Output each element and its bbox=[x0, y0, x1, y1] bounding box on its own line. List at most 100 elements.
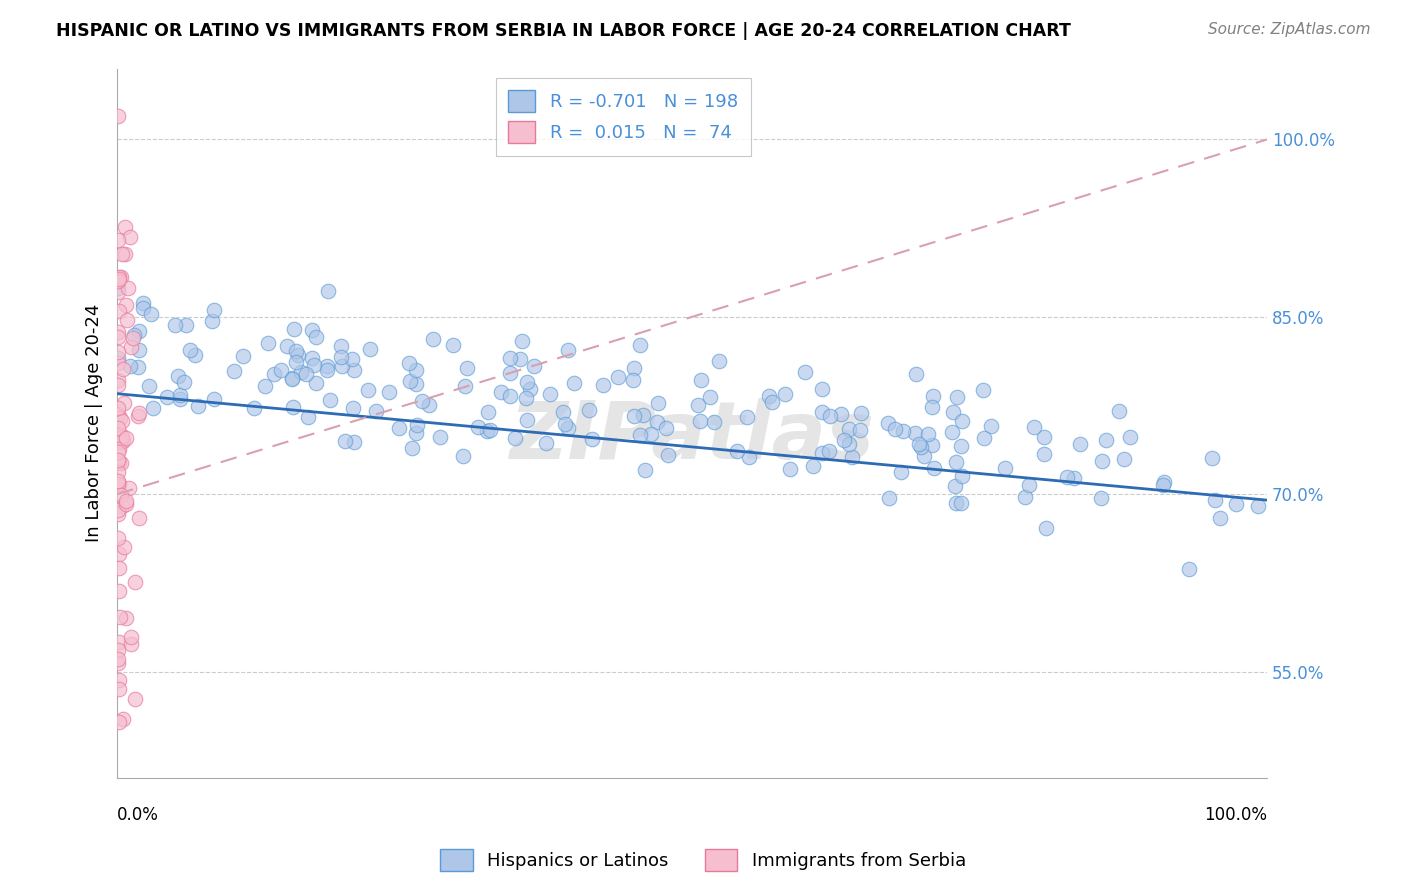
Point bbox=[516, 413, 538, 427]
Point bbox=[128, 324, 150, 338]
Point bbox=[628, 427, 651, 442]
Point bbox=[169, 388, 191, 402]
Point bbox=[283, 322, 305, 336]
Point bbox=[429, 430, 451, 444]
Point bbox=[329, 351, 352, 365]
Point bbox=[422, 332, 444, 346]
Point bbox=[107, 281, 129, 295]
Point bbox=[118, 481, 141, 495]
Point bbox=[305, 330, 328, 344]
Point bbox=[811, 405, 834, 419]
Point bbox=[330, 359, 353, 374]
Point bbox=[281, 400, 304, 414]
Point bbox=[294, 368, 316, 382]
Point bbox=[456, 361, 478, 376]
Point bbox=[115, 313, 138, 327]
Point bbox=[838, 422, 860, 436]
Point bbox=[1225, 497, 1247, 511]
Point bbox=[281, 371, 304, 385]
Point bbox=[108, 271, 131, 285]
Point bbox=[647, 395, 669, 409]
Point bbox=[980, 418, 1002, 433]
Point bbox=[114, 431, 136, 445]
Point bbox=[1108, 404, 1130, 418]
Point bbox=[270, 363, 292, 377]
Point bbox=[319, 393, 342, 408]
Point bbox=[107, 643, 129, 657]
Point bbox=[877, 491, 900, 505]
Point bbox=[315, 363, 337, 377]
Point bbox=[1204, 493, 1226, 508]
Point bbox=[949, 496, 972, 510]
Point bbox=[127, 409, 149, 424]
Point bbox=[699, 390, 721, 404]
Point bbox=[592, 377, 614, 392]
Point bbox=[107, 507, 129, 521]
Point bbox=[946, 390, 969, 404]
Point bbox=[290, 366, 312, 380]
Point bbox=[1032, 430, 1054, 444]
Point bbox=[830, 407, 852, 421]
Point bbox=[107, 285, 129, 299]
Point bbox=[623, 409, 645, 424]
Point bbox=[107, 465, 129, 479]
Legend: Hispanics or Latinos, Immigrants from Serbia: Hispanics or Latinos, Immigrants from Se… bbox=[433, 842, 973, 879]
Point bbox=[318, 285, 340, 299]
Point bbox=[578, 403, 600, 417]
Point bbox=[399, 374, 422, 388]
Point bbox=[120, 339, 142, 353]
Point bbox=[107, 109, 129, 123]
Point bbox=[1091, 454, 1114, 468]
Point bbox=[1112, 451, 1135, 466]
Point bbox=[411, 394, 433, 409]
Point bbox=[114, 611, 136, 625]
Text: HISPANIC OR LATINO VS IMMIGRANTS FROM SERBIA IN LABOR FORCE | AGE 20-24 CORRELAT: HISPANIC OR LATINO VS IMMIGRANTS FROM SE… bbox=[56, 22, 1071, 40]
Point bbox=[107, 378, 129, 392]
Point bbox=[107, 373, 129, 387]
Point bbox=[994, 460, 1017, 475]
Point bbox=[972, 383, 994, 397]
Point bbox=[1063, 471, 1085, 485]
Point bbox=[110, 428, 132, 442]
Point bbox=[179, 343, 201, 357]
Point bbox=[132, 301, 155, 315]
Point bbox=[686, 398, 709, 412]
Point bbox=[890, 466, 912, 480]
Point bbox=[516, 375, 538, 389]
Point bbox=[107, 401, 129, 416]
Point bbox=[107, 351, 129, 365]
Point bbox=[738, 450, 761, 464]
Point bbox=[703, 415, 725, 429]
Point bbox=[114, 541, 136, 555]
Point bbox=[503, 432, 526, 446]
Point bbox=[343, 435, 366, 450]
Point bbox=[111, 414, 134, 428]
Point bbox=[941, 425, 963, 440]
Point bbox=[330, 339, 353, 353]
Point bbox=[942, 405, 965, 419]
Point bbox=[108, 714, 131, 729]
Point bbox=[115, 497, 138, 511]
Point bbox=[107, 356, 129, 370]
Point bbox=[128, 511, 150, 525]
Point bbox=[907, 437, 929, 451]
Point bbox=[173, 376, 195, 390]
Point bbox=[509, 351, 531, 366]
Point bbox=[950, 414, 973, 428]
Point bbox=[634, 463, 657, 477]
Point bbox=[1119, 429, 1142, 443]
Point bbox=[1090, 491, 1112, 505]
Point bbox=[515, 391, 537, 405]
Point bbox=[107, 329, 129, 343]
Point bbox=[1033, 447, 1056, 461]
Point bbox=[253, 379, 276, 393]
Point bbox=[108, 410, 131, 425]
Point bbox=[202, 392, 225, 407]
Point bbox=[112, 396, 135, 410]
Point bbox=[1069, 437, 1091, 451]
Point bbox=[536, 435, 558, 450]
Point bbox=[342, 363, 364, 377]
Text: Source: ZipAtlas.com: Source: ZipAtlas.com bbox=[1208, 22, 1371, 37]
Point bbox=[184, 347, 207, 361]
Point bbox=[538, 386, 561, 401]
